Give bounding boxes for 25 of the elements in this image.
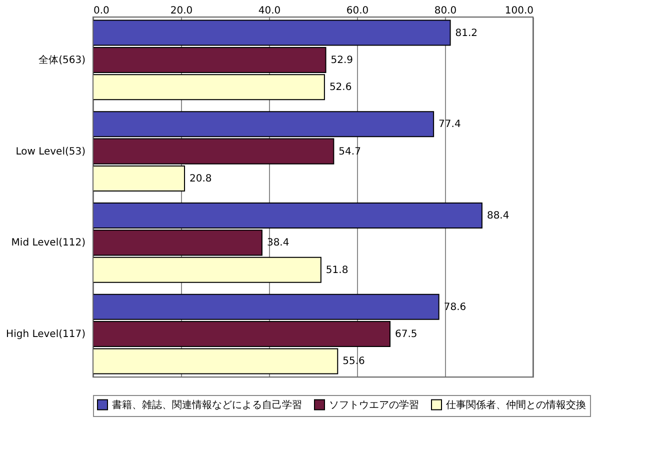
data-label: 55.6 [342,356,365,368]
x-tick-label: 40.0 [258,6,281,16]
y-tick-label: High Level(117) [6,329,86,340]
y-tick-label: 全体(563) [38,54,86,66]
data-label: 54.7 [338,146,361,158]
x-tick-label: 80.0 [434,6,457,16]
data-label: 51.8 [326,264,348,276]
data-label: 38.4 [266,238,290,249]
data-label: 52.9 [330,54,354,66]
data-label: 77.4 [438,119,461,130]
x-tick-label: 20.0 [170,6,193,16]
legend-label: 書籍、雑誌、関連情報などによる自己学習 [112,398,302,411]
x-tick-label: 100.0 [504,6,534,16]
y-tick-label: Mid Level(112) [11,238,86,249]
data-label: 52.6 [329,82,352,94]
legend-label: 仕事関係者、仲間との情報交換 [446,398,586,411]
y-tick-label: Low Level(53) [16,146,86,158]
data-label: 78.6 [444,302,466,313]
data-label: 81.2 [455,28,478,39]
data-label: 88.4 [486,210,510,222]
data-label: 67.5 [395,329,418,340]
x-tick-label: 0.0 [94,6,110,16]
x-tick-label: 60.0 [346,6,369,16]
legend-label: ソフトウエアの学習 [329,398,419,411]
data-label: 20.8 [190,173,212,184]
